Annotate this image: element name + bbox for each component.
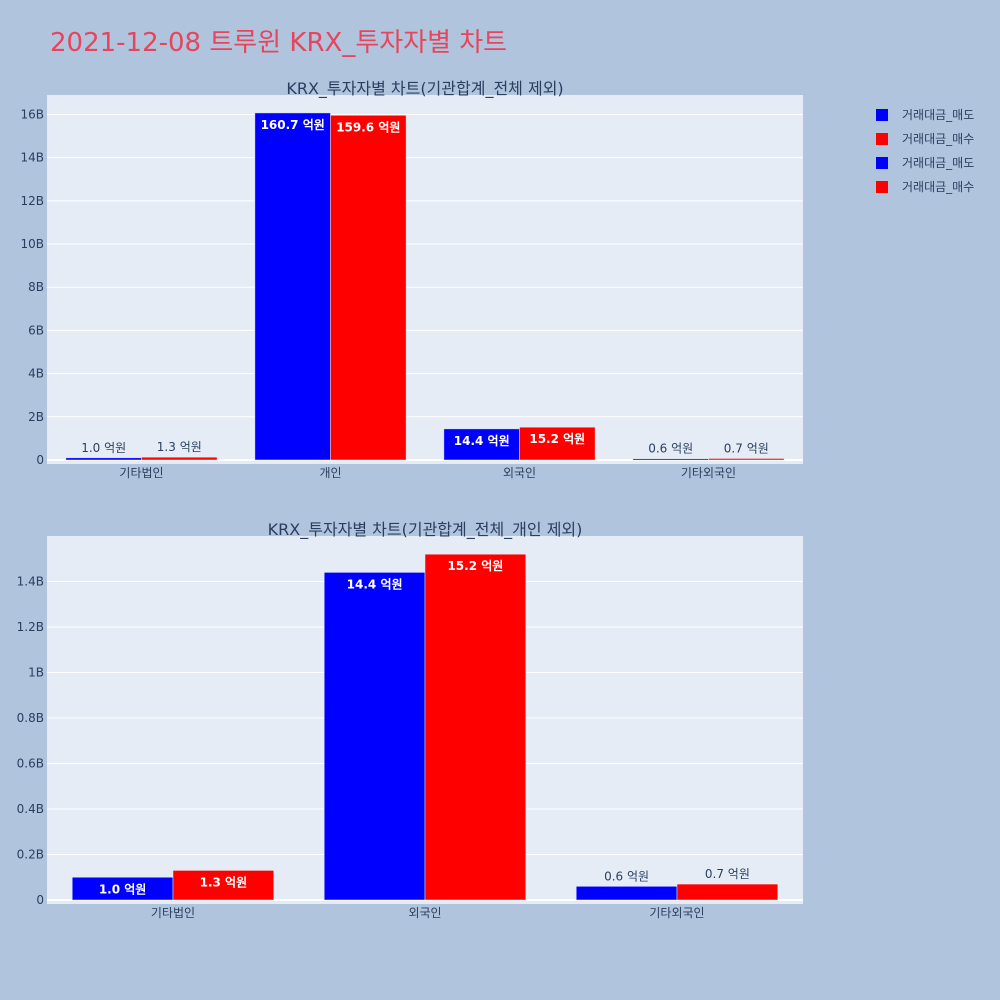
chart-2: 0 0.2B 0.4B 0.6B 0.8B 1B 1.2B 1.4B KRX_투자자별 차트(기…	[17, 520, 803, 920]
x-tick-label: 기타외국인	[681, 466, 736, 480]
data-label: 14.4 억원	[347, 577, 403, 591]
y-tick-label: 8B	[28, 280, 44, 294]
bar-buy	[519, 426, 596, 461]
bar-buy	[708, 458, 785, 461]
y-tick-label: 16B	[20, 107, 44, 121]
legend-swatch[interactable]	[876, 181, 888, 193]
y-tick-label: 4B	[28, 367, 44, 381]
y-tick-label: 0.2B	[17, 848, 44, 862]
data-label: 0.6 억원	[648, 442, 693, 456]
bar-sell	[575, 886, 678, 901]
y-tick-label: 0.8B	[17, 711, 44, 725]
x-tick-label: 기타법인	[151, 906, 195, 920]
chart-1: 0 2B 4B 6B 8B 10B 12B 14B 16B KRX_투자자별 차트(기관합계_전체…	[20, 79, 803, 480]
bar-buy	[330, 115, 407, 461]
x-tick-label: 외국인	[408, 906, 441, 920]
bar-sell	[254, 112, 331, 461]
plot-background	[47, 95, 803, 464]
page-title: 2021-12-08 트루윈 KRX_투자자별 차트	[50, 28, 508, 58]
y-tick-label: 0	[36, 893, 44, 907]
data-label: 0.6 억원	[604, 869, 649, 883]
y-tick-label: 0.4B	[17, 802, 44, 816]
data-label: 14.4 억원	[454, 434, 510, 448]
y-tick-label: 10B	[20, 237, 44, 251]
x-tick-label: 외국인	[503, 466, 536, 480]
data-label: 1.0 억원	[81, 441, 126, 455]
bar-sell	[632, 458, 709, 461]
legend-swatch[interactable]	[876, 133, 888, 145]
y-tick-label: 0	[36, 453, 44, 467]
y-tick-label: 1.2B	[17, 620, 44, 634]
legend-swatch[interactable]	[876, 109, 888, 121]
chart-title: KRX_투자자별 차트(기관합계_전체_개인 제외)	[268, 520, 583, 540]
x-tick-label: 개인	[319, 466, 341, 480]
y-tick-label: 0.6B	[17, 757, 44, 771]
bar-sell	[65, 457, 142, 461]
x-tick-label: 기타외국인	[649, 906, 704, 920]
y-tick-label: 2B	[28, 410, 44, 424]
data-label: 15.2 억원	[529, 432, 585, 446]
data-label: 1.0 억원	[99, 882, 147, 896]
y-tick-label: 1.4B	[17, 575, 44, 589]
y-tick-label: 1B	[28, 666, 44, 680]
data-label: 1.3 억원	[200, 875, 248, 889]
data-label: 0.7 억원	[705, 867, 750, 881]
bar-sell	[323, 572, 426, 901]
data-label: 1.3 억원	[157, 440, 202, 454]
bar-sell	[443, 428, 520, 461]
legend-item-label[interactable]: 거래대금_매도	[902, 156, 974, 170]
legend-item-label[interactable]: 거래대금_매수	[902, 132, 974, 146]
y-tick-label: 14B	[20, 151, 44, 165]
data-label: 0.7 억원	[724, 441, 769, 455]
data-label: 159.6 억원	[336, 120, 400, 134]
x-tick-label: 기타법인	[119, 466, 163, 480]
bar-buy	[172, 870, 275, 901]
legend-item-label[interactable]: 거래대금_매도	[902, 108, 974, 122]
y-tick-label: 6B	[28, 323, 44, 337]
legend-item-label[interactable]: 거래대금_매수	[902, 180, 974, 194]
bar-buy	[141, 456, 218, 461]
y-tick-label: 12B	[20, 194, 44, 208]
legend-swatch[interactable]	[876, 157, 888, 169]
bar-buy	[676, 883, 779, 901]
bar-buy	[424, 553, 527, 901]
data-label: 160.7 억원	[261, 118, 325, 132]
chart-title: KRX_투자자별 차트(기관합계_전체 제외)	[286, 79, 563, 99]
data-label: 15.2 억원	[447, 559, 503, 573]
